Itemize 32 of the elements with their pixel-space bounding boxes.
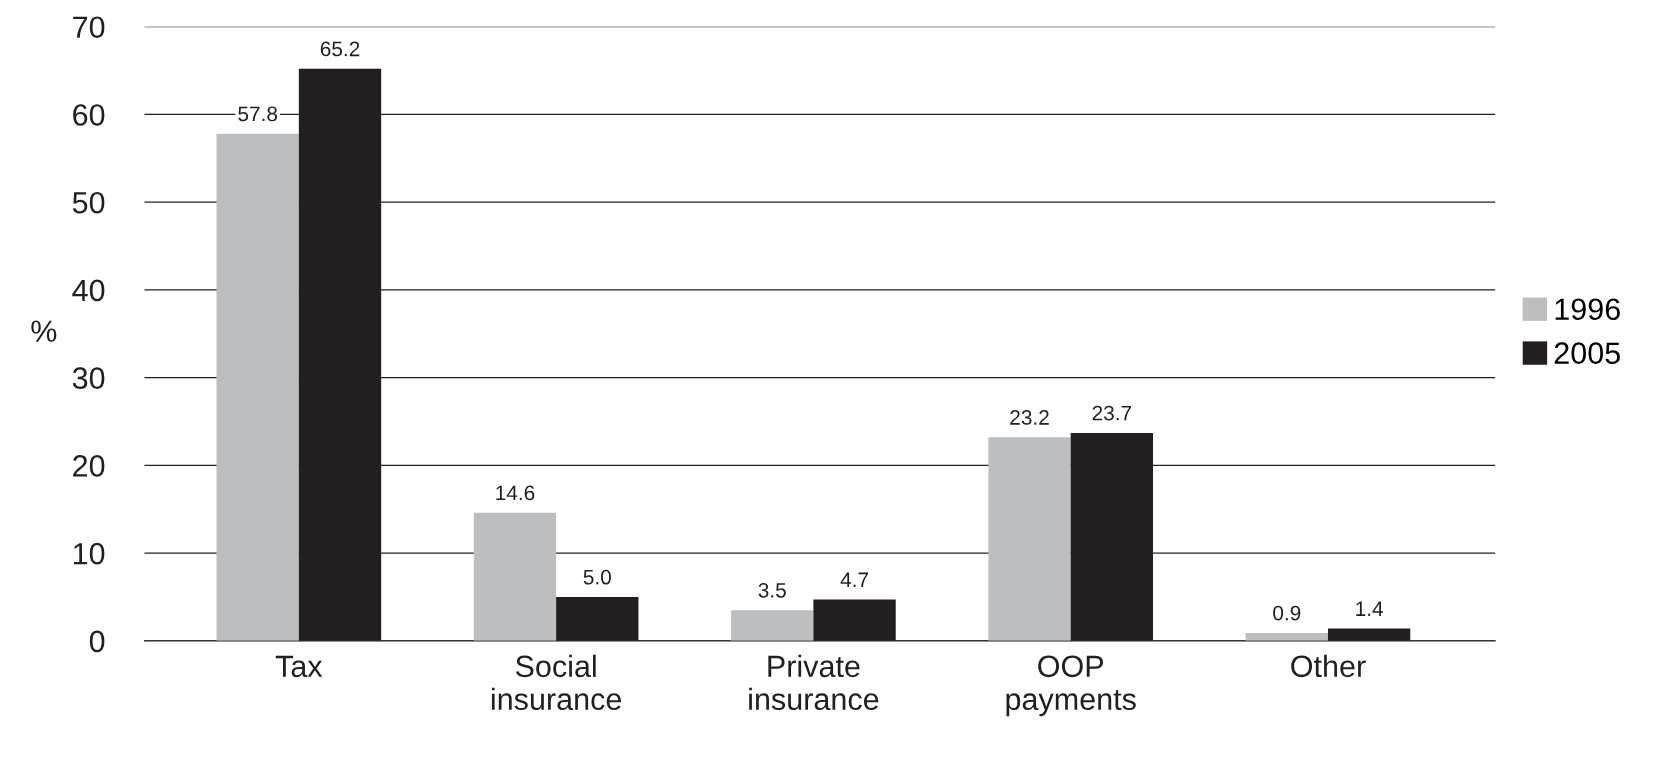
y-tick-label: 0 [89,630,105,653]
data-label: 0.9 [1273,605,1301,621]
bar [556,596,639,641]
y-tick-label: 50 [72,191,105,214]
data-label: 57.8 [238,106,278,122]
x-tick-label: Other [1291,654,1366,678]
data-label: 4.7 [840,572,869,587]
data-label: 1.4 [1356,601,1383,616]
y-tick-label: 60 [73,104,105,126]
x-tick-label: Private insurance [749,654,879,711]
data-label: 23.7 [1092,405,1132,421]
data-label: 23.2 [1010,410,1049,425]
y-tick-label: 70 [73,16,105,39]
y-tick-label: 20 [73,455,105,477]
data-label: 3.5 [758,582,786,598]
bar [813,599,896,641]
legend-label: 1996 [1555,298,1620,321]
y-tick-label: 10 [73,542,105,565]
bar [731,610,814,641]
data-label: 14.6 [496,485,535,501]
y-tick-label: 30 [72,367,105,389]
x-tick-label: Tax [275,655,323,678]
bar [988,437,1071,641]
data-label: 65.2 [320,41,360,57]
x-tick-label: OOP payments [1006,655,1136,717]
y-tick-label: 40 [72,279,105,302]
legend-label: 2005 [1554,342,1620,364]
bar [216,133,299,641]
bar [473,512,557,641]
data-label: 5.0 [583,569,611,585]
x-tick-label: Social insurance [491,654,622,711]
y-axis-title: % [31,320,57,342]
